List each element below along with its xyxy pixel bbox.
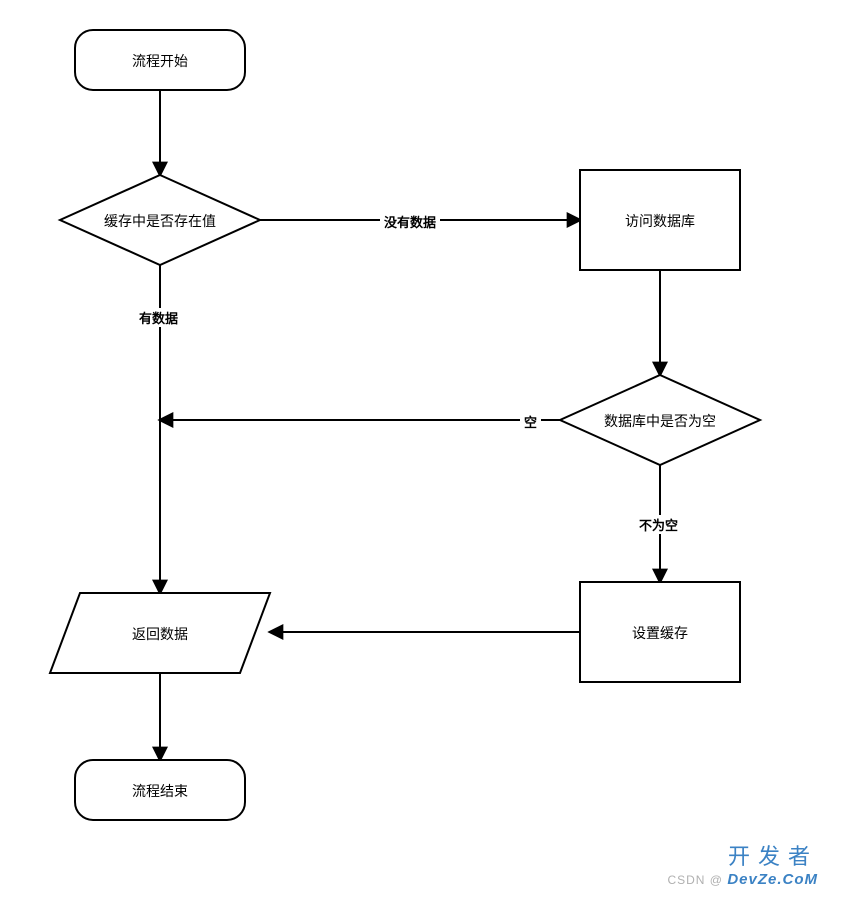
node-access_db: [580, 170, 740, 270]
watermark: 开发者 CSDN @ DevZe.CoM: [667, 839, 818, 888]
edge-label-db_empty-set_cache: 不为空: [635, 515, 682, 534]
watermark-subtitle: CSDN @ DevZe.CoM: [667, 871, 818, 888]
node-end: [75, 760, 245, 820]
watermark-title: 开发者: [667, 839, 818, 871]
flowchart-canvas: [0, 0, 848, 908]
edge-label-cache_check-return_data: 有数据: [135, 308, 182, 327]
node-return_data: [50, 593, 270, 673]
node-start: [75, 30, 245, 90]
node-cache_check: [60, 175, 260, 265]
node-db_empty: [560, 375, 760, 465]
edge-label-db_empty-return_data_merge: 空: [520, 412, 541, 431]
node-set_cache: [580, 582, 740, 682]
edge-label-cache_check-access_db: 没有数据: [380, 212, 440, 231]
